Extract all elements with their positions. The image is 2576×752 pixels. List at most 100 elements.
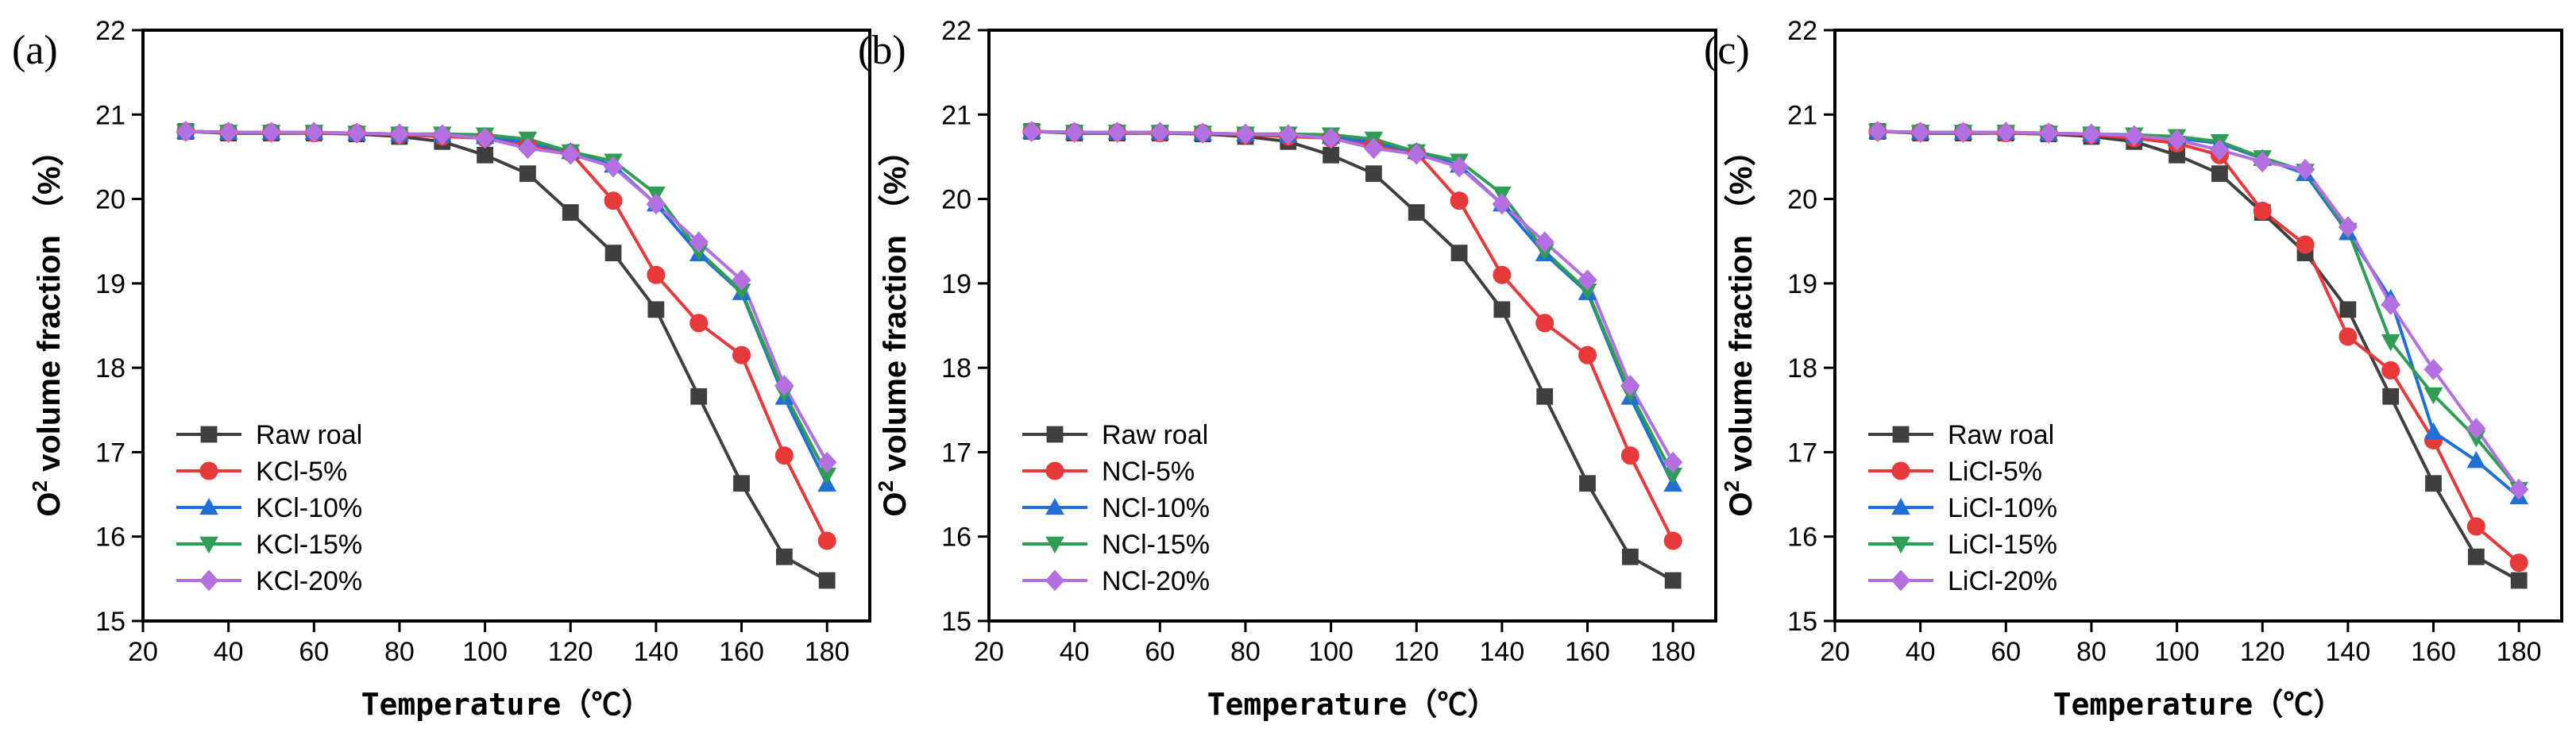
y-tick-label: 21 (95, 100, 126, 130)
data-point (689, 314, 709, 333)
x-tick-label: 100 (2154, 637, 2199, 667)
y-tick-label: 20 (95, 185, 126, 215)
x-tick-label: 60 (1145, 637, 1175, 667)
x-tick-label: 40 (1060, 637, 1090, 667)
data-point (475, 127, 495, 149)
legend-label: KCl-15% (256, 530, 362, 560)
data-point (261, 121, 281, 143)
y-tick-label: 18 (95, 353, 126, 384)
data-point (1663, 451, 1683, 473)
plot-frame (141, 29, 871, 623)
data-point (2466, 451, 2486, 469)
data-point (1493, 265, 1512, 284)
x-tick-label: 20 (974, 637, 1004, 667)
y-axis-label-rest: volume fraction （%） (32, 134, 67, 480)
legend-swatch-marker (199, 536, 218, 554)
y-axis-label-sup: 2 (28, 480, 52, 492)
x-tick-label: 20 (128, 637, 158, 667)
data-point (1536, 388, 1554, 405)
data-point (304, 121, 324, 143)
data-point (1323, 146, 1339, 164)
data-point (2382, 388, 2400, 405)
y-tick-label: 18 (1787, 353, 1817, 384)
data-point (562, 204, 579, 221)
y-tick-label: 16 (95, 523, 126, 553)
y-tick-label: 17 (1787, 438, 1817, 468)
data-point (1364, 137, 1384, 160)
x-tick-label: 120 (2240, 637, 2285, 667)
x-axis-label: Temperature（℃） (2053, 687, 2344, 722)
legend-swatch-marker (1892, 426, 1910, 443)
data-point (2338, 327, 2358, 346)
y-tick-label: 15 (941, 607, 971, 637)
data-point (1664, 572, 1682, 589)
legend-swatch-marker (200, 426, 218, 443)
x-tick-label: 120 (548, 637, 593, 667)
data-point (1450, 191, 1469, 210)
data-point (2381, 361, 2400, 380)
legend-item-3: KCl-10% (176, 493, 362, 523)
y-axis-label-main: O (32, 492, 67, 516)
y-axis-label-sup: 2 (1720, 480, 1744, 492)
y-tick-label: 16 (1787, 523, 1817, 553)
legend-item-1: Raw roal (1022, 420, 1208, 450)
data-point (2210, 139, 2230, 161)
data-point (1107, 121, 1127, 143)
legend-item-2: KCl-5% (176, 457, 347, 487)
series-line-5 (185, 129, 828, 464)
y-tick-label: 21 (941, 100, 971, 130)
series-line-5 (1877, 129, 2520, 491)
data-point (2425, 475, 2442, 492)
x-tick-label: 160 (1565, 637, 1610, 667)
data-point (2339, 301, 2357, 318)
y-tick-label: 19 (941, 269, 971, 299)
x-tick-label: 20 (1820, 637, 1850, 667)
data-point (2338, 216, 2358, 238)
y-tick-label: 17 (941, 438, 971, 468)
y-tick-label: 22 (95, 16, 126, 46)
panel-label: (a) (12, 28, 58, 73)
legend-swatch-marker (1891, 536, 1910, 554)
data-point (477, 146, 493, 164)
chart-panel-1: (a) 20 40 60 80 100 120 140 160 180 15 16 17 18 19 20 21… (12, 16, 871, 722)
x-tick-label: 100 (1308, 637, 1354, 667)
data-point (646, 193, 666, 215)
y-axis-label-sup: 2 (874, 480, 898, 492)
data-point (1493, 301, 1511, 318)
y-axis-label-main: O (878, 492, 913, 516)
x-tick-label: 80 (384, 637, 415, 667)
legend-swatch-marker (1046, 426, 1064, 443)
x-tick-label: 140 (1480, 637, 1525, 667)
y-axis-label-rest: volume fraction （%） (878, 134, 913, 480)
data-point (2466, 517, 2485, 536)
legend-label: KCl-10% (256, 493, 362, 523)
data-point (817, 531, 836, 550)
y-tick-label: 20 (1787, 185, 1817, 215)
data-point (2467, 548, 2485, 565)
data-point (775, 548, 793, 565)
legend-swatch-marker (1045, 536, 1064, 554)
x-tick-label: 140 (2326, 637, 2371, 667)
legend-item-5: NCl-20% (1022, 566, 1210, 596)
legend-label: Raw roal (1948, 420, 2054, 450)
data-point (1535, 231, 1554, 253)
series-points-5 (1022, 121, 1683, 473)
x-tick-label: 180 (805, 637, 850, 667)
legend-item-5: LiCl-20% (1868, 566, 2057, 596)
legend-label: KCl-20% (256, 566, 362, 596)
plot-frame (1833, 29, 2563, 623)
data-point (519, 165, 536, 183)
legend-swatch-marker (199, 497, 218, 515)
data-point (2423, 387, 2443, 405)
chart-panel-2: (b) 20 40 60 80 100 120 140 160 180 15 16 17 18 19 20 21… (858, 16, 1717, 722)
x-tick-label: 100 (462, 637, 508, 667)
x-tick-label: 60 (299, 637, 329, 667)
data-point (1953, 121, 1973, 143)
legend-label: NCl-10% (1102, 493, 1210, 523)
data-point (2081, 123, 2102, 145)
legend-item-2: NCl-5% (1022, 457, 1195, 487)
data-point (647, 301, 665, 318)
data-point (2211, 165, 2228, 183)
data-point (732, 269, 751, 291)
